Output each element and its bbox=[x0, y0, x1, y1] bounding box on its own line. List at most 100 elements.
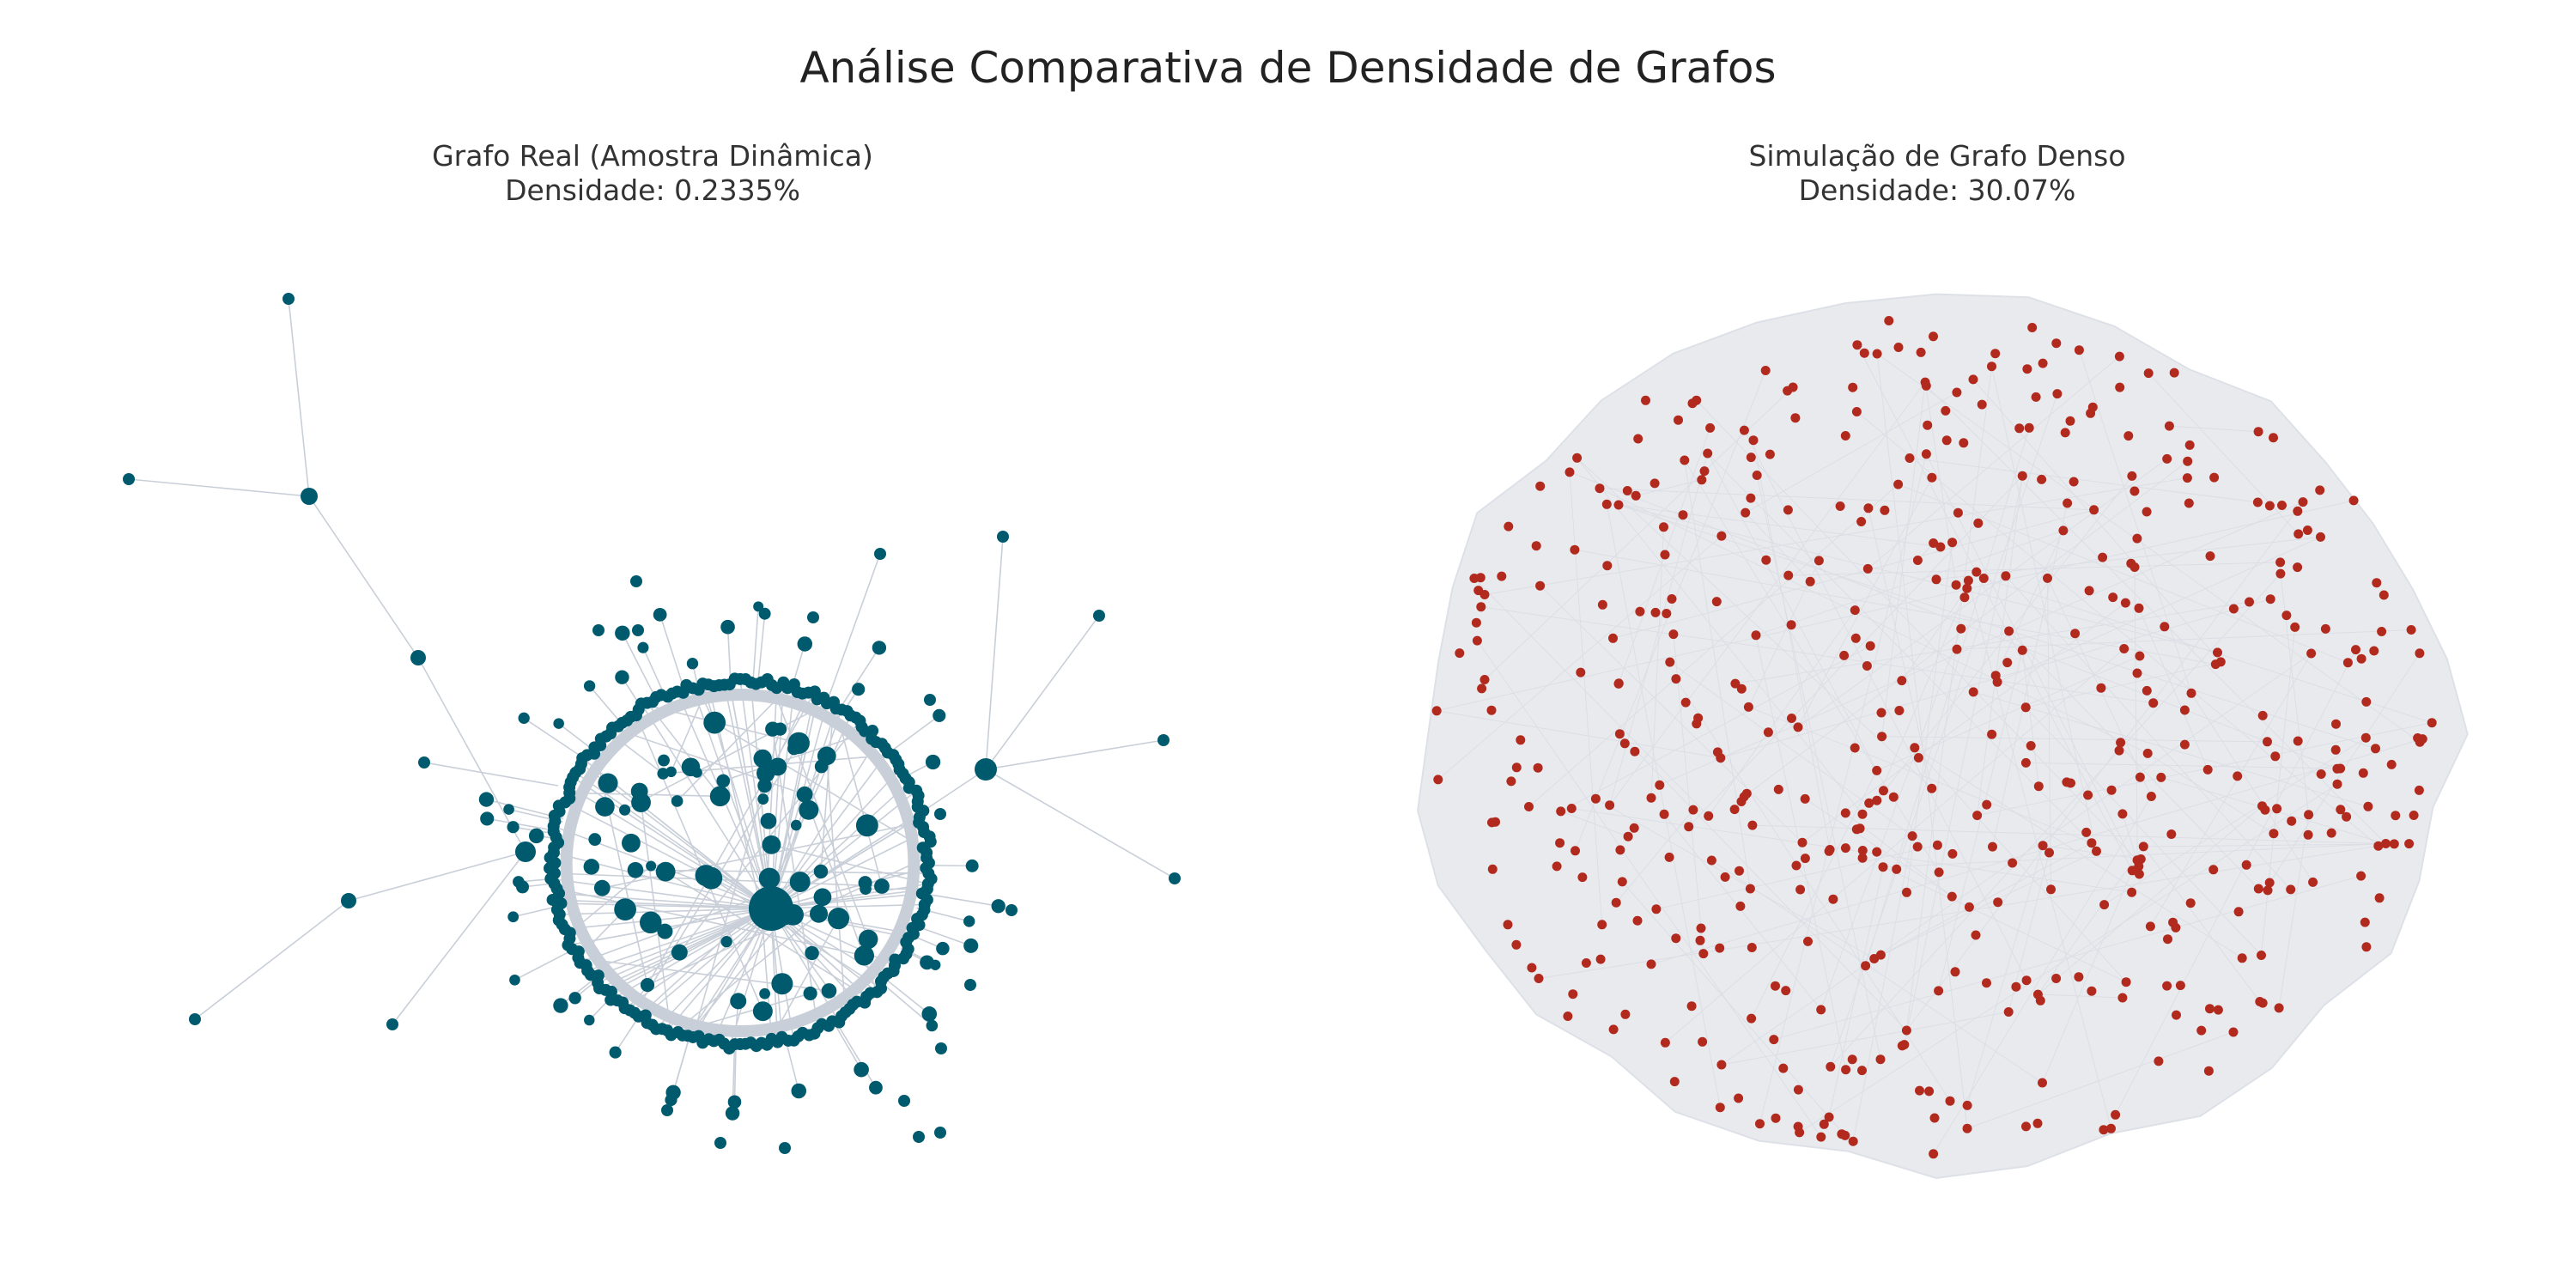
dense-graph-node bbox=[2303, 829, 2313, 840]
dense-graph-node bbox=[2148, 698, 2159, 708]
dense-graph-node bbox=[1698, 949, 1709, 959]
real-graph-title-line1: Grafo Real (Amostra Dinâmica) bbox=[432, 139, 873, 173]
dense-graph-node bbox=[1611, 897, 1621, 908]
dense-graph-node bbox=[2106, 785, 2117, 795]
dense-graph-edge bbox=[2138, 608, 2208, 770]
dense-graph-node bbox=[1945, 1096, 1955, 1106]
dense-graph-node bbox=[1615, 845, 1625, 855]
real-graph-node bbox=[341, 893, 356, 908]
dense-graph-node bbox=[1735, 866, 1744, 876]
dense-graph-node bbox=[2020, 702, 2031, 713]
dense-graph-edge bbox=[1721, 1012, 2009, 1066]
real-graph-node bbox=[646, 860, 657, 872]
dense-graph-node bbox=[1857, 809, 1868, 819]
dense-graph-node bbox=[1590, 793, 1601, 804]
dense-graph-node bbox=[1761, 555, 1771, 565]
dense-graph-node bbox=[1905, 453, 1915, 463]
dense-graph-node bbox=[1856, 517, 1867, 526]
dense-graph-node bbox=[1680, 455, 1690, 465]
dense-graph-node bbox=[1852, 340, 1862, 350]
real-graph-node bbox=[189, 1013, 201, 1025]
dense-graph-node bbox=[1595, 954, 1606, 964]
real-graph-node bbox=[803, 986, 817, 1000]
dense-graph-edge bbox=[2278, 814, 2310, 1008]
real-graph-edge bbox=[288, 298, 310, 497]
real-graph-node bbox=[480, 811, 495, 826]
dense-graph-node bbox=[1739, 425, 1749, 435]
dense-graph-node bbox=[1631, 490, 1641, 501]
dense-graph-node bbox=[1608, 1024, 1619, 1035]
dense-graph-node bbox=[2065, 416, 2075, 426]
dense-graph-node bbox=[1595, 483, 1605, 494]
real-graph-node bbox=[658, 754, 670, 767]
dense-graph-node bbox=[1765, 449, 1775, 459]
dense-graph-edge bbox=[1881, 382, 1926, 737]
real-graph-node bbox=[653, 607, 667, 622]
real-graph-node bbox=[814, 759, 829, 774]
dense-graph-node bbox=[2074, 972, 2084, 982]
dense-graph-edge bbox=[1753, 440, 1831, 850]
real-graph-node bbox=[709, 786, 731, 807]
dense-graph-node bbox=[1686, 1001, 1697, 1012]
dense-graph-node bbox=[2099, 1125, 2109, 1135]
real-graph-edge bbox=[919, 892, 999, 908]
dense-graph-node bbox=[2127, 471, 2137, 481]
real-graph-edge bbox=[838, 647, 880, 711]
real-graph-node bbox=[757, 793, 769, 805]
dense-graph-node bbox=[1797, 837, 1807, 848]
dense-graph-node bbox=[1851, 824, 1862, 835]
dense-graph-node bbox=[1793, 722, 1803, 732]
dense-graph-node bbox=[1894, 706, 1905, 715]
dense-graph-node bbox=[1472, 635, 1482, 646]
dense-graph-node bbox=[2184, 440, 2195, 450]
dense-graph-node bbox=[1577, 872, 1588, 883]
dense-graph-edge bbox=[2149, 653, 2312, 927]
dense-graph-node bbox=[2356, 653, 2366, 664]
real-graph-nodes bbox=[123, 293, 1181, 1154]
dense-graph-node bbox=[2129, 562, 2140, 572]
real-graph-node bbox=[503, 804, 514, 815]
real-graph-node bbox=[805, 945, 819, 961]
dense-graph-node bbox=[2255, 997, 2265, 1006]
dense-graph-node bbox=[1760, 366, 1771, 375]
dense-graph-node bbox=[2252, 497, 2263, 507]
dense-graph-title-line1: Simulação de Grafo Denso bbox=[1748, 139, 2126, 173]
real-graph-node bbox=[789, 872, 811, 893]
real-graph-node bbox=[528, 828, 544, 844]
dense-graph-node bbox=[1641, 395, 1650, 405]
dense-graph-node bbox=[2427, 718, 2437, 728]
real-graph-node bbox=[963, 938, 979, 953]
dense-graph-node bbox=[2371, 744, 2380, 754]
dense-graph-node bbox=[1623, 831, 1633, 841]
dense-graph-edge bbox=[1867, 355, 2120, 569]
dense-graph-edge bbox=[2078, 349, 2192, 694]
real-graph-node bbox=[568, 992, 581, 1005]
dense-graph-edge bbox=[1876, 588, 1968, 801]
real-graph-node bbox=[965, 859, 979, 872]
dense-graph-node bbox=[1597, 599, 1607, 610]
real-graph-node bbox=[507, 911, 519, 923]
dense-graph-node bbox=[2379, 590, 2389, 600]
dense-graph-node bbox=[2336, 805, 2346, 815]
dense-graph-node bbox=[2074, 345, 2084, 355]
dense-graph-node bbox=[2142, 685, 2152, 696]
real-graph-edge bbox=[635, 714, 764, 1012]
dense-graph-node bbox=[2121, 977, 2131, 987]
real-graph-node bbox=[920, 851, 933, 864]
dense-graph-node bbox=[1934, 986, 1944, 996]
dense-graph-node bbox=[1655, 780, 1665, 790]
dense-graph-node bbox=[1622, 486, 1632, 495]
real-graph-edge bbox=[770, 703, 828, 909]
dense-graph-edge bbox=[1933, 796, 2152, 1155]
dense-graph bbox=[1417, 293, 2469, 1180]
dense-graph-node bbox=[2084, 586, 2094, 596]
dense-graph-node bbox=[1680, 697, 1691, 708]
real-graph-edge bbox=[831, 1019, 862, 1071]
dense-graph-edge bbox=[1684, 459, 1751, 890]
dense-graph-node bbox=[1613, 500, 1624, 510]
dense-graph-edge-mass bbox=[1417, 293, 2469, 1180]
real-graph-node bbox=[640, 977, 655, 993]
dense-graph-node bbox=[2162, 981, 2172, 991]
dense-graph-node bbox=[2257, 951, 2266, 960]
dense-graph-node bbox=[1671, 674, 1681, 684]
